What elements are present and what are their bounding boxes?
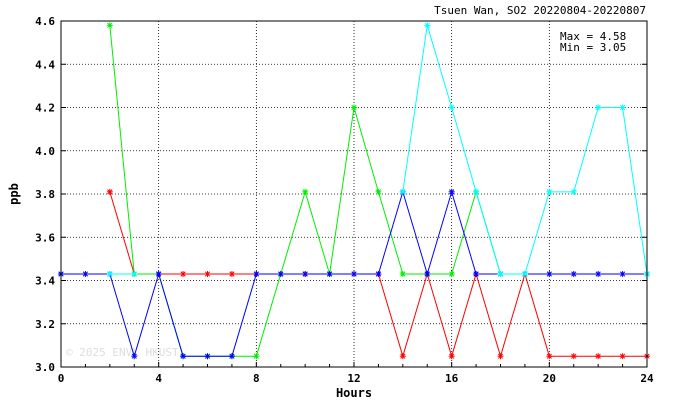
series-layer <box>58 22 650 360</box>
data-point <box>106 188 113 195</box>
data-point <box>546 188 553 195</box>
data-point <box>473 271 480 278</box>
x-tick-label: 12 <box>347 372 360 385</box>
series-1 <box>58 22 528 360</box>
data-point <box>570 271 577 278</box>
data-point <box>204 271 211 278</box>
y-tick-label: 3.6 <box>35 231 55 244</box>
data-point <box>546 353 553 360</box>
data-point <box>180 353 187 360</box>
y-tick-label: 3.2 <box>35 318 55 331</box>
y-tick-label: 4.6 <box>35 15 55 28</box>
grid-lines <box>61 21 647 367</box>
x-tick-labels: 0 4 8 12 16 20 24 <box>58 362 654 385</box>
y-tick-labels: 3.0 3.2 3.4 3.6 3.8 4.0 4.2 4.4 4.6 <box>35 15 647 374</box>
data-point <box>619 353 626 360</box>
data-point <box>570 188 577 195</box>
data-point <box>399 353 406 360</box>
y-tick-label: 4.2 <box>35 102 55 115</box>
series-line <box>109 25 525 357</box>
data-point <box>497 271 504 278</box>
data-point <box>277 271 284 278</box>
data-point <box>448 271 455 278</box>
data-point <box>570 353 577 360</box>
y-tick-label: 3.8 <box>35 188 55 201</box>
data-point <box>204 353 211 360</box>
data-point <box>253 353 260 360</box>
y-tick-label: 3.4 <box>35 275 55 288</box>
data-point <box>155 271 162 278</box>
data-point <box>448 104 455 111</box>
data-point <box>106 22 113 29</box>
data-point <box>595 353 602 360</box>
data-point <box>546 271 553 278</box>
data-point <box>375 271 382 278</box>
max-annotation: Max = 4.58 <box>560 30 626 43</box>
data-point <box>106 271 113 278</box>
data-point <box>228 353 235 360</box>
watermark: © 2025 ENVL HKUST <box>66 346 179 359</box>
data-point <box>448 353 455 360</box>
data-point <box>82 271 89 278</box>
min-annotation: Min = 3.05 <box>560 41 626 54</box>
series-3 <box>106 22 650 278</box>
data-point <box>351 271 357 278</box>
data-point <box>619 104 626 111</box>
data-point <box>131 271 138 278</box>
x-tick-label: 20 <box>543 372 556 385</box>
x-tick-label: 4 <box>155 372 162 385</box>
x-tick-label: 0 <box>58 372 65 385</box>
data-point <box>595 271 602 278</box>
data-point <box>619 271 626 278</box>
data-point <box>302 271 309 278</box>
data-point <box>180 271 187 278</box>
data-point <box>521 271 528 278</box>
data-point <box>399 271 406 278</box>
x-tick-label: 16 <box>445 372 459 385</box>
data-point <box>375 188 382 195</box>
y-tick-label: 4.0 <box>35 145 55 158</box>
data-point <box>473 188 480 195</box>
data-point <box>253 271 260 278</box>
data-point <box>131 353 138 360</box>
series-line <box>402 25 648 275</box>
x-tick-label: 24 <box>640 372 654 385</box>
data-point <box>351 104 357 111</box>
data-point <box>326 271 333 278</box>
data-point <box>399 188 406 195</box>
data-point <box>595 104 602 111</box>
chart-title: Tsuen Wan, SO2 20220804-20220807 <box>434 4 646 17</box>
y-axis-label: ppb <box>7 183 21 205</box>
data-point <box>497 353 504 360</box>
x-axis-label: Hours <box>336 386 372 400</box>
data-point <box>448 188 455 195</box>
data-point <box>302 188 309 195</box>
data-point <box>228 271 235 278</box>
data-point <box>424 271 431 278</box>
data-point <box>424 22 431 29</box>
y-tick-label: 4.4 <box>35 58 55 71</box>
y-tick-label: 3.0 <box>35 361 55 374</box>
x-tick-label: 8 <box>253 372 260 385</box>
